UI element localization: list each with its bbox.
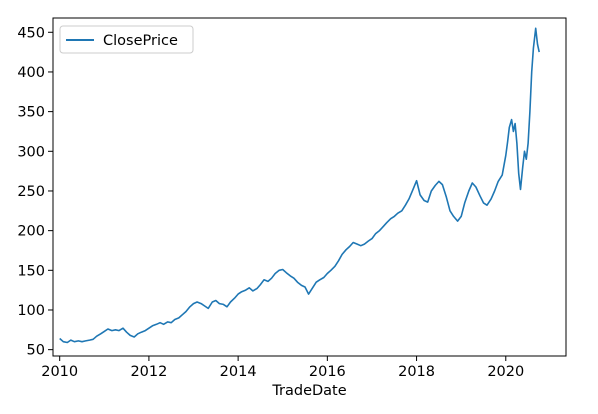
legend-label-closeprice: ClosePrice [103, 33, 178, 49]
y-tick-label: 300 [17, 144, 45, 160]
plot-frame [52, 17, 567, 357]
x-axis-ticks: 2010 2012 2014 2016 2018 2020 [41, 356, 524, 380]
y-tick-label: 150 [17, 263, 45, 279]
y-tick-label: 100 [17, 303, 45, 319]
series-line-closeprice [59, 27, 540, 344]
y-tick-label: 250 [17, 184, 45, 200]
y-tick-label: 350 [17, 105, 45, 121]
x-tick-label: 2020 [487, 364, 524, 380]
y-tick-label: 450 [17, 25, 45, 41]
y-tick-label: 50 [27, 343, 45, 359]
x-tick-label: 2010 [41, 364, 78, 380]
legend-box [59, 25, 194, 54]
x-tick-label: 2014 [220, 364, 257, 380]
y-axis-ticks: 50 100 150 200 250 300 350 400 450 [17, 25, 53, 359]
x-tick-label: 2016 [309, 364, 346, 380]
legend: ClosePrice [59, 25, 194, 54]
x-axis-title: TradeDate [271, 383, 346, 399]
x-tick-label: 2012 [130, 364, 167, 380]
x-tick-label: 2018 [398, 364, 435, 380]
y-tick-label: 400 [17, 65, 45, 81]
y-tick-label: 200 [17, 224, 45, 240]
